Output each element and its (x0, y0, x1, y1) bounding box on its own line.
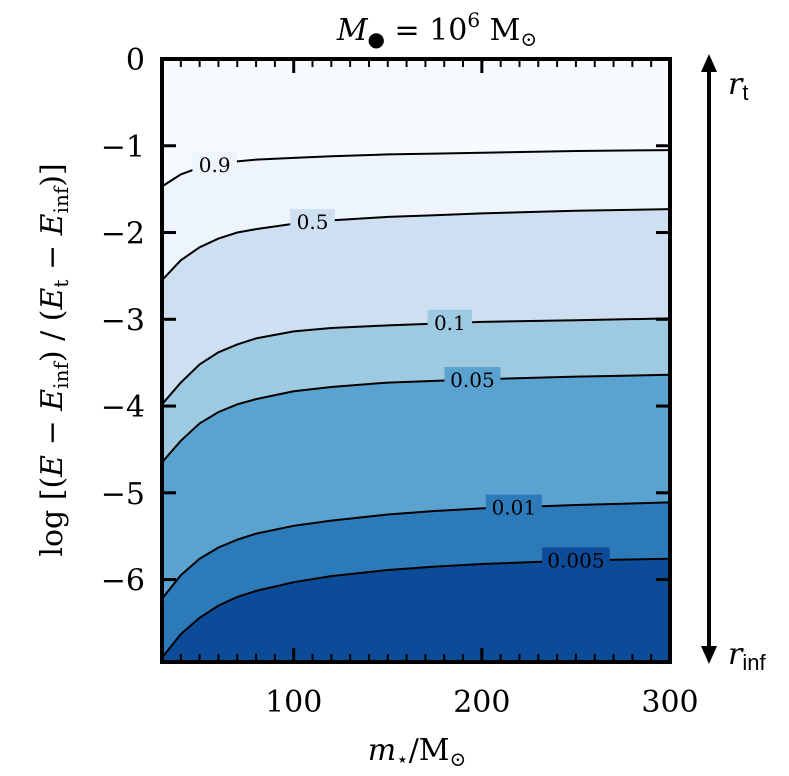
x-tick-label: 300 (641, 685, 698, 720)
x-tick-labels: 100 200 300 (265, 685, 699, 720)
y-tick-label: −5 (101, 477, 145, 512)
contour-line-0.1 (162, 317, 670, 405)
contour-line-0.005 (162, 557, 670, 659)
contour-fills (162, 59, 670, 662)
chart-title: M● = 106 M⊙ (336, 8, 537, 51)
x-tick-label: 200 (453, 685, 510, 720)
y-tick-labels: 0 −1 −2 −3 −4 −5 −6 (101, 43, 145, 599)
y-tick-label: −3 (101, 303, 145, 338)
contour-label-gap (427, 309, 473, 336)
radius-arrow (701, 54, 717, 664)
arrow-head-top (701, 54, 717, 72)
y-tick-label: −6 (101, 564, 145, 599)
contour-label-0.05: 0.05 (450, 368, 495, 392)
contour-label-gap (444, 367, 501, 394)
y-tick-label: −1 (101, 130, 145, 165)
contour-label-gap (192, 151, 237, 178)
y-tick-label: −2 (101, 217, 145, 252)
contour-label-0.01: 0.01 (492, 496, 537, 520)
contour-label-0.005: 0.005 (547, 548, 604, 572)
contour-label-0.5: 0.5 (297, 210, 329, 234)
arrow-head-bottom (701, 646, 717, 664)
contour-labels: 0.9 0.5 0.1 0.05 0.01 0.005 (192, 151, 610, 574)
plot-frame (160, 57, 672, 664)
y-tick-label: 0 (126, 43, 145, 78)
y-tick-label: −4 (101, 390, 145, 425)
contour-fill-0.005 (162, 558, 670, 662)
contour-label-gap (542, 547, 610, 574)
x-axis-label: m⋆/M⊙ (368, 733, 467, 771)
contour-label-gap (485, 494, 542, 521)
arrow-label-bottom: rinf (728, 637, 766, 675)
contour-label-0.9: 0.9 (199, 153, 231, 177)
y-axis-label: log [(E − Einf) / (Et − Einf)] (35, 163, 73, 556)
x-tick-label: 100 (265, 685, 322, 720)
arrow-label-top: rt (728, 67, 748, 105)
contour-label-0.1: 0.1 (434, 311, 466, 335)
contour-line-0.01 (162, 501, 670, 600)
contour-label-gap (290, 209, 335, 236)
